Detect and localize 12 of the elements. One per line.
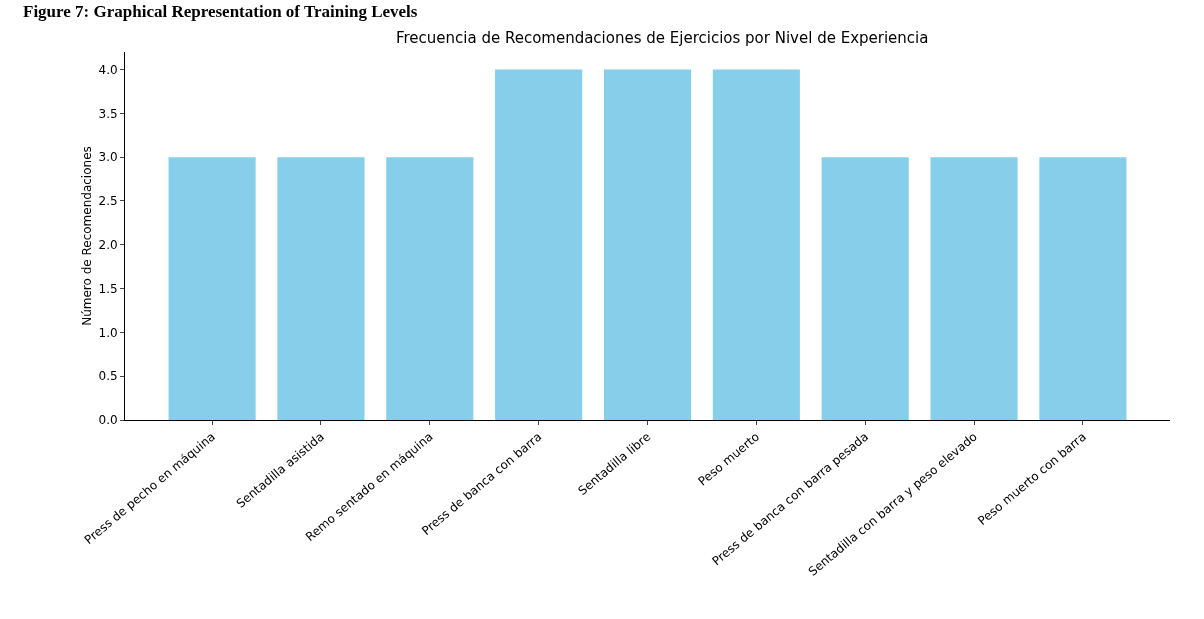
y-tick-label: 1.0 (98, 325, 118, 340)
y-tick-label: 4.0 (98, 62, 118, 77)
chart-title: Frecuencia de Recomendaciones de Ejercicios por Nivel de Experiencia (395, 28, 929, 47)
y-tick-label: 1.5 (98, 281, 118, 296)
y-tick-label: 3.5 (98, 106, 118, 121)
y-tick-label: 0.5 (98, 369, 118, 384)
y-tick-label: 3.0 (98, 150, 118, 165)
y-tick-label: 2.0 (98, 237, 118, 252)
y-tick-label: 0.0 (98, 413, 118, 428)
caption: Figure 7: Graphical Representation of Training Levels (23, 2, 418, 21)
y-axis-title: Número de Recomendaciones (80, 146, 94, 326)
y-tick-label: 2.5 (98, 194, 118, 209)
